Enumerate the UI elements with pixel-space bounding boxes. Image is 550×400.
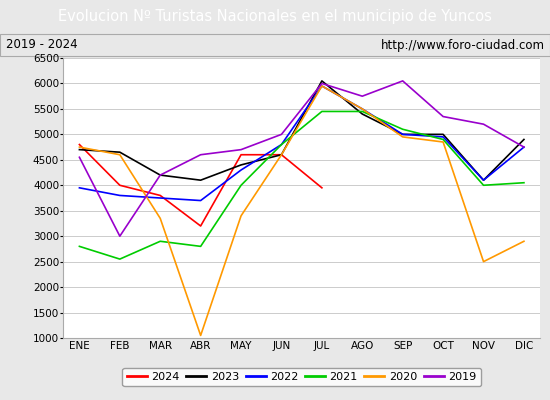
Legend: 2024, 2023, 2022, 2021, 2020, 2019: 2024, 2023, 2022, 2021, 2020, 2019 (122, 368, 481, 386)
Text: 2019 - 2024: 2019 - 2024 (6, 38, 77, 52)
Text: http://www.foro-ciudad.com: http://www.foro-ciudad.com (381, 38, 544, 52)
Text: Evolucion Nº Turistas Nacionales en el municipio de Yuncos: Evolucion Nº Turistas Nacionales en el m… (58, 10, 492, 24)
